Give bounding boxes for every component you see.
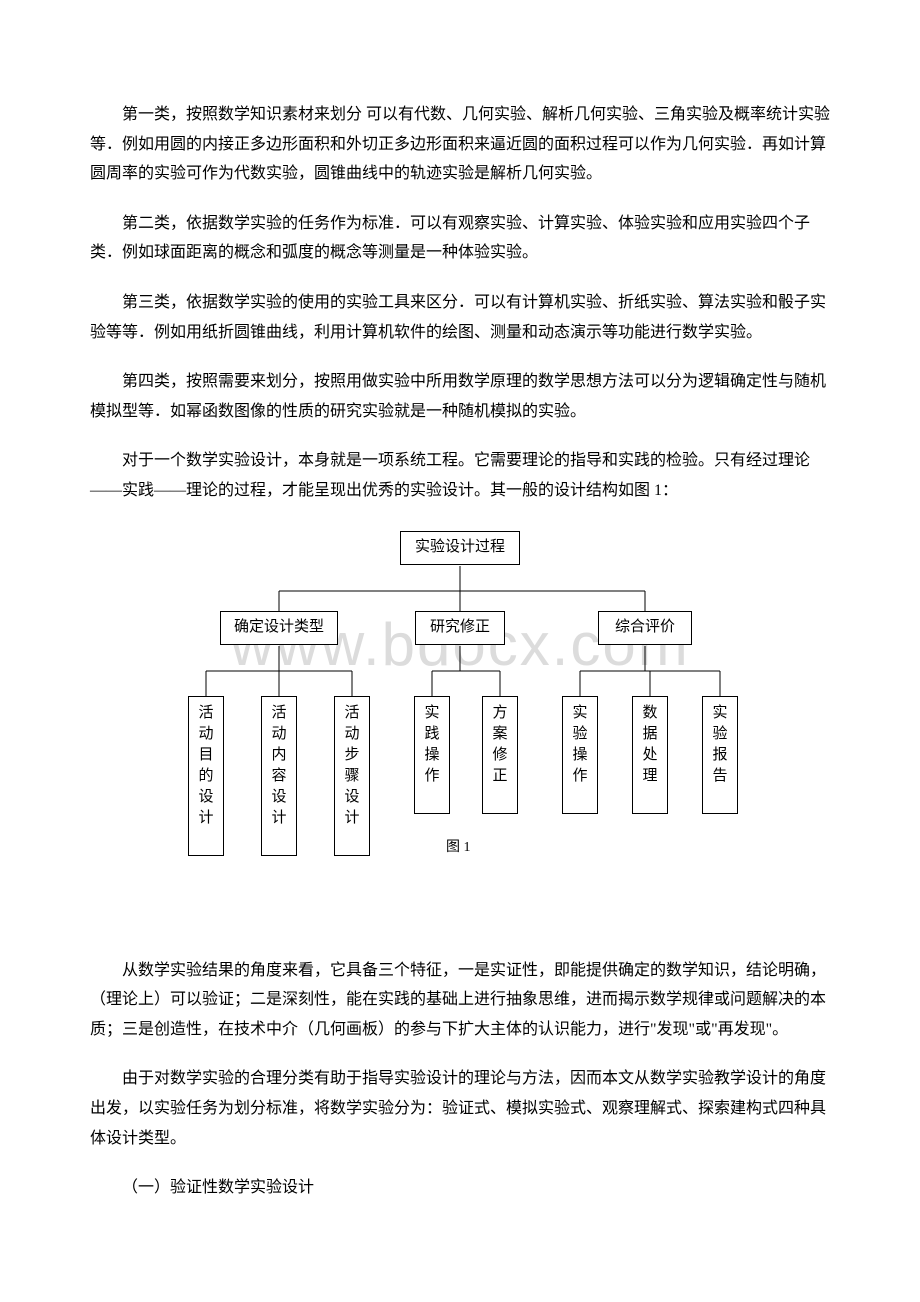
node-mid-2: 研究修正 bbox=[415, 611, 505, 645]
paragraph-4: 第四类，按照需要来划分，按照用做实验中所用数学原理的数学思想方法可以分为逻辑确定… bbox=[90, 367, 830, 426]
paragraph-6: 从数学实验结果的角度来看，它具备三个特征，一是实证性，即能提供确定的数学知识，结… bbox=[90, 956, 830, 1045]
node-root-label: 实验设计过程 bbox=[415, 536, 505, 559]
leaf-4: 实践操作 bbox=[414, 696, 450, 814]
node-mid-3: 综合评价 bbox=[598, 611, 692, 645]
node-root: 实验设计过程 bbox=[400, 531, 520, 565]
paragraph-7: 由于对数学实验的合理分类有助于指导实验设计的理论与方法，因而本文从数学实验教学设… bbox=[90, 1064, 830, 1153]
leaf-6: 实验操作 bbox=[562, 696, 598, 814]
figure-caption: 图 1 bbox=[446, 836, 471, 856]
paragraph-5: 对于一个数学实验设计，本身就是一项系统工程。它需要理论的指导和实践的检验。只有经… bbox=[90, 446, 830, 505]
leaf-5: 方案修正 bbox=[482, 696, 518, 814]
paragraph-3: 第三类，依据数学实验的使用的实验工具来区分．可以有计算机实验、折纸实验、算法实验… bbox=[90, 288, 830, 347]
section-heading-1: （一）验证性数学实验设计 bbox=[90, 1173, 830, 1203]
leaf-8: 实验报告 bbox=[702, 696, 738, 814]
leaf-7: 数据处理 bbox=[632, 696, 668, 814]
flowchart-diagram: 实验设计过程 确定设计类型 研究修正 综合评价 活动目的设计 活动内容设计 活动… bbox=[140, 526, 780, 926]
node-mid-2-label: 研究修正 bbox=[430, 616, 490, 639]
paragraph-1: 第一类，按照数学知识素材来划分 可以有代数、几何实验、解析几何实验、三角实验及概… bbox=[90, 100, 830, 189]
paragraph-2: 第二类，依据数学实验的任务作为标准．可以有观察实验、计算实验、体验实验和应用实验… bbox=[90, 209, 830, 268]
leaf-3: 活动步骤设计 bbox=[334, 696, 370, 856]
leaf-1: 活动目的设计 bbox=[188, 696, 224, 856]
node-mid-1: 确定设计类型 bbox=[220, 611, 338, 645]
node-mid-3-label: 综合评价 bbox=[615, 616, 675, 639]
connector-lines bbox=[140, 526, 780, 926]
node-mid-1-label: 确定设计类型 bbox=[234, 616, 324, 639]
leaf-2: 活动内容设计 bbox=[261, 696, 297, 856]
